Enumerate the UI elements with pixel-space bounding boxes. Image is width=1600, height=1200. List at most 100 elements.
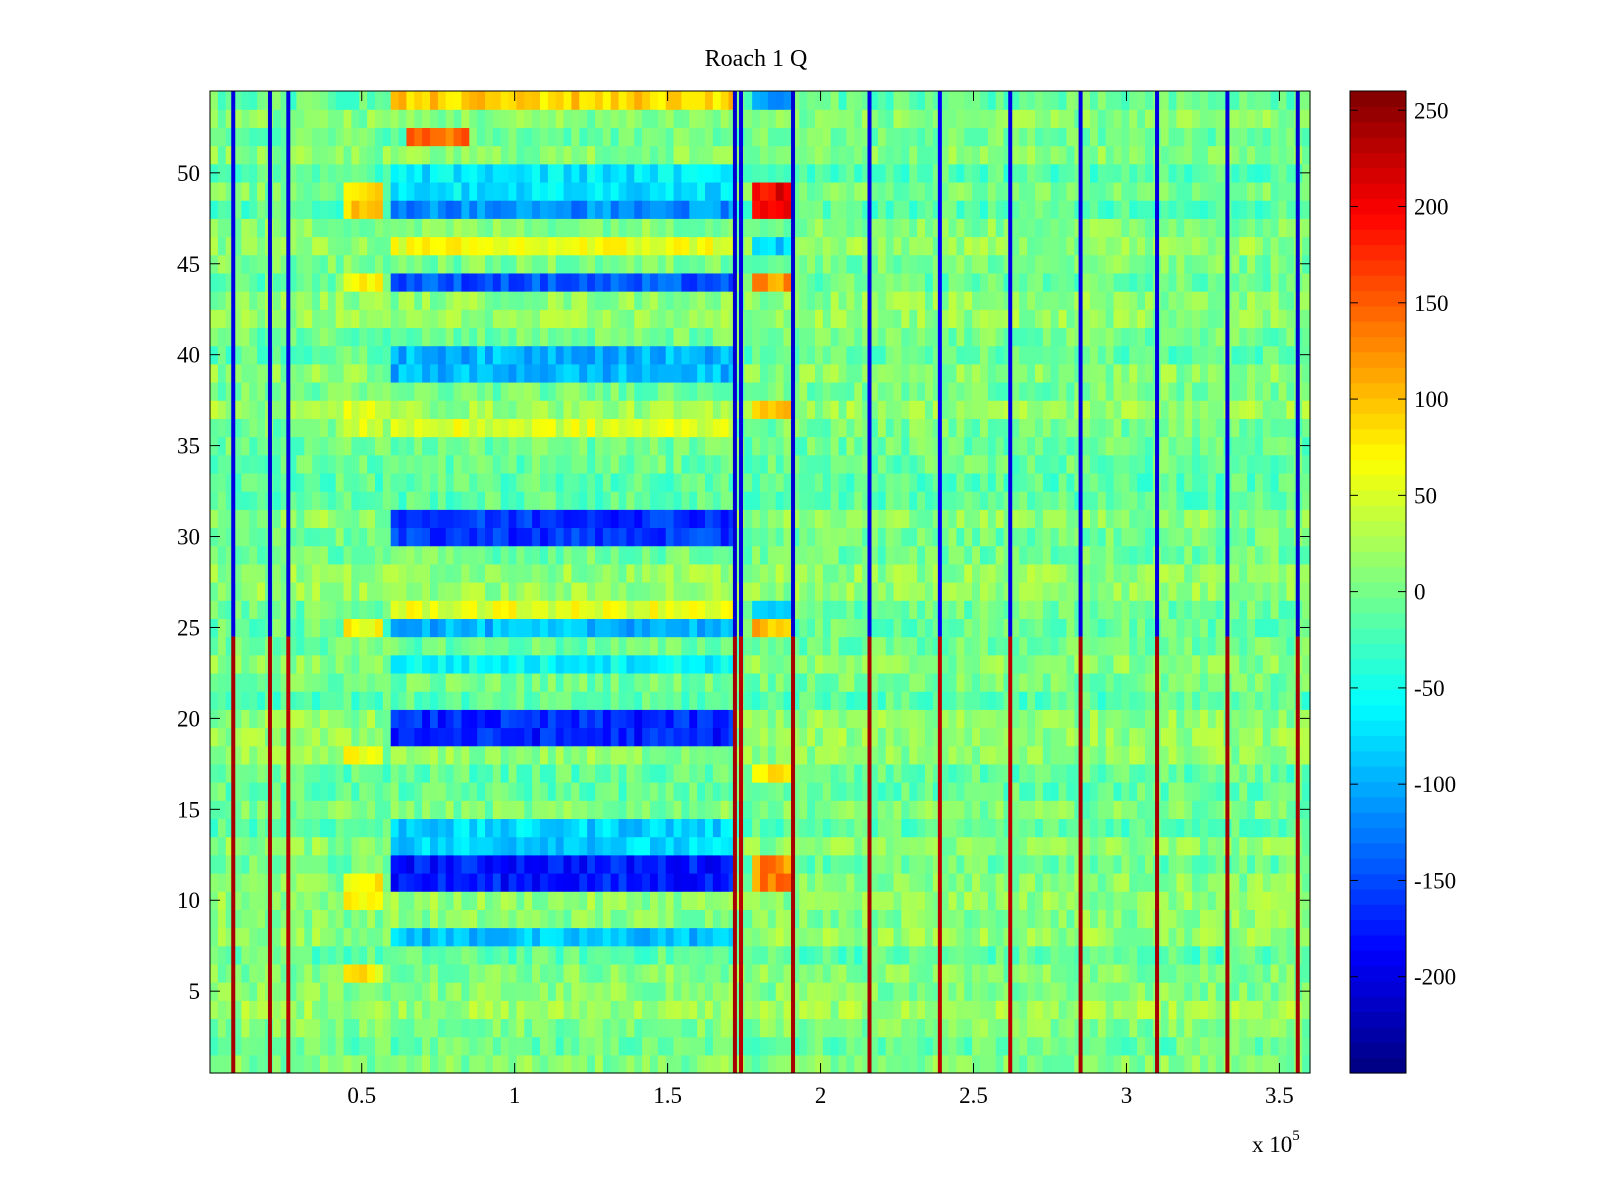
heatmap-cell bbox=[508, 654, 518, 674]
heatmap-cell bbox=[877, 491, 887, 510]
heatmap-cell bbox=[1207, 891, 1217, 910]
heatmap-cell bbox=[673, 1000, 683, 1020]
heatmap-cell bbox=[414, 654, 423, 674]
heatmap-cell bbox=[249, 563, 258, 583]
heatmap-cell bbox=[1003, 672, 1013, 692]
heatmap-cell bbox=[602, 418, 612, 438]
heatmap-cell bbox=[477, 472, 486, 492]
heatmap-cell bbox=[885, 891, 895, 910]
heatmap-cell bbox=[752, 909, 761, 929]
heatmap-cell bbox=[877, 709, 887, 729]
heatmap-cell bbox=[1011, 836, 1020, 856]
heatmap-cell bbox=[453, 672, 463, 692]
heatmap-cell bbox=[917, 782, 926, 801]
heatmap-cell bbox=[901, 472, 910, 492]
heatmap-cell bbox=[327, 1054, 337, 1074]
heatmap-cell bbox=[1286, 763, 1295, 783]
heatmap-cell bbox=[1184, 818, 1193, 838]
heatmap-cell bbox=[1121, 1000, 1130, 1020]
heatmap-cell bbox=[807, 545, 816, 565]
heatmap-cell bbox=[1113, 727, 1123, 747]
heatmap-cell bbox=[225, 472, 235, 492]
heatmap-cell bbox=[642, 963, 651, 983]
heatmap-cell bbox=[1262, 945, 1272, 965]
heatmap-cell bbox=[862, 1000, 871, 1020]
heatmap-cell bbox=[980, 963, 989, 983]
heatmap-cell bbox=[461, 909, 470, 929]
heatmap-cell bbox=[437, 491, 447, 510]
heatmap-cell bbox=[956, 527, 965, 547]
heatmap-cell bbox=[956, 672, 965, 692]
heatmap-cell bbox=[932, 982, 942, 1001]
heatmap-cell bbox=[728, 527, 738, 547]
heatmap-cell bbox=[532, 1036, 541, 1056]
heatmap-cell bbox=[233, 745, 243, 765]
heatmap-cell bbox=[775, 836, 785, 856]
heatmap-cell bbox=[296, 872, 305, 892]
heatmap-cell bbox=[312, 672, 321, 692]
heatmap-cell bbox=[838, 454, 848, 474]
heatmap-cell bbox=[1027, 927, 1036, 947]
heatmap-cell bbox=[987, 872, 997, 892]
heatmap-cell bbox=[477, 945, 486, 965]
heatmap-cell bbox=[453, 545, 463, 565]
heatmap-cell bbox=[540, 527, 549, 547]
heatmap-cell bbox=[555, 600, 565, 619]
heatmap-cell bbox=[838, 491, 848, 510]
heatmap-cell bbox=[1215, 436, 1225, 456]
heatmap-cell bbox=[516, 418, 525, 438]
heatmap-cell bbox=[225, 891, 235, 910]
heatmap-cell bbox=[571, 672, 580, 692]
heatmap-cell bbox=[995, 763, 1005, 783]
heatmap-cell bbox=[1176, 618, 1185, 638]
heatmap-cell bbox=[712, 1000, 722, 1020]
heatmap-cell bbox=[430, 600, 439, 619]
heatmap-cell bbox=[987, 782, 997, 801]
heatmap-cell bbox=[1113, 1054, 1123, 1074]
heatmap-cell bbox=[351, 982, 360, 1001]
heatmap-cell bbox=[1255, 963, 1264, 983]
heatmap-cell bbox=[547, 672, 557, 692]
heatmap-cell bbox=[838, 727, 848, 747]
heatmap-cell bbox=[312, 582, 321, 601]
heatmap-cell bbox=[1050, 763, 1060, 783]
heatmap-cell bbox=[453, 582, 463, 601]
heatmap-cell bbox=[681, 945, 690, 965]
heatmap-cell bbox=[1074, 618, 1083, 638]
heatmap-cell bbox=[241, 745, 250, 765]
heatmap-cell bbox=[901, 872, 910, 892]
heatmap-cell bbox=[406, 727, 415, 747]
heatmap-cell bbox=[1121, 909, 1130, 929]
heatmap-cell bbox=[327, 600, 337, 619]
heatmap-cell bbox=[225, 800, 235, 820]
heatmap-cell bbox=[563, 836, 573, 856]
heatmap-cell bbox=[225, 436, 235, 456]
heatmap-cell bbox=[1042, 982, 1052, 1001]
heatmap-cell bbox=[626, 418, 635, 438]
heatmap-cell bbox=[822, 654, 832, 674]
heatmap-cell bbox=[1003, 982, 1013, 1001]
heatmap-cell bbox=[1278, 927, 1288, 947]
heatmap-cell bbox=[681, 563, 690, 583]
heatmap-cell bbox=[249, 491, 258, 510]
heatmap-cell bbox=[964, 1000, 973, 1020]
heatmap-cell bbox=[783, 927, 793, 947]
heatmap-cell bbox=[752, 854, 761, 874]
heatmap-cell bbox=[1160, 927, 1170, 947]
heatmap-cell bbox=[1129, 872, 1138, 892]
heatmap-cell bbox=[1302, 745, 1311, 765]
heatmap-cell bbox=[320, 836, 329, 856]
heatmap-cell bbox=[335, 709, 345, 729]
heatmap-cell bbox=[587, 909, 596, 929]
heatmap-cell bbox=[1176, 582, 1185, 601]
heatmap-cell bbox=[280, 563, 290, 583]
heatmap-cell bbox=[752, 691, 761, 710]
heatmap-cell bbox=[257, 509, 266, 529]
heatmap-cell bbox=[587, 927, 596, 947]
heatmap-cell bbox=[1090, 1036, 1099, 1056]
heatmap-cell bbox=[249, 436, 258, 456]
heatmap-cell bbox=[1058, 963, 1068, 983]
heatmap-cell bbox=[1192, 854, 1201, 874]
heatmap-cell bbox=[650, 600, 659, 619]
heatmap-cell bbox=[1176, 654, 1185, 674]
